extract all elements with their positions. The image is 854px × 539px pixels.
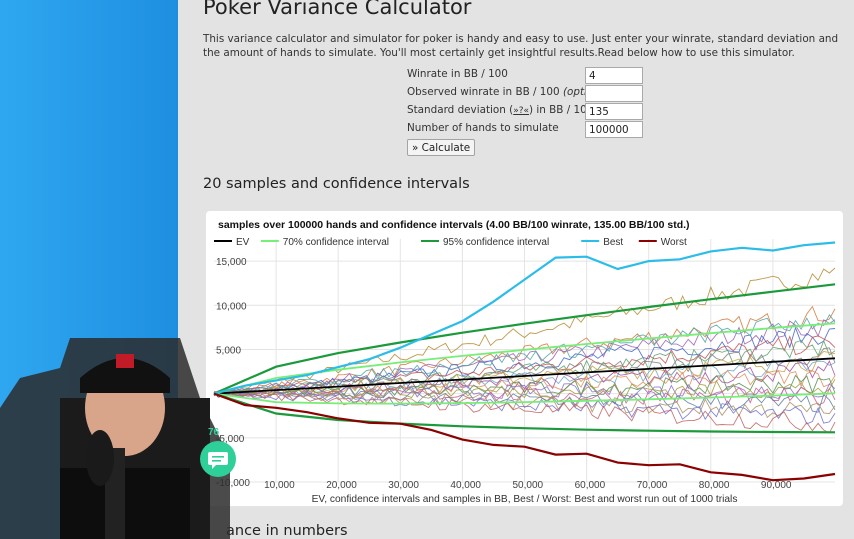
next-section-title: ance in numbers: [226, 523, 348, 539]
x-tick-label: 90,000: [761, 480, 792, 491]
sample-path: [213, 326, 836, 396]
x-tick-label: 70,000: [637, 480, 668, 491]
stddev-label-pre: Standard deviation (: [407, 104, 514, 116]
y-tick-label: 10,000: [216, 301, 247, 312]
hands-row: Number of hands to simulate: [407, 121, 647, 138]
observed-winrate-label: Observed winrate in BB / 100 (optional): [407, 86, 613, 98]
x-tick-label: 50,000: [513, 480, 544, 491]
sample-path: [213, 350, 836, 396]
section-title: 20 samples and confidence intervals: [203, 176, 470, 192]
intro-text: This variance calculator and simulator f…: [203, 33, 839, 59]
x-tick-label: 20,000: [326, 480, 357, 491]
stddev-label-post: ) in BB / 100: [529, 104, 594, 116]
winrate-input[interactable]: [585, 67, 643, 84]
chat-bubble-glyph: [208, 452, 228, 469]
legend-item[interactable]: EV: [236, 237, 250, 248]
chart-title: samples over 100000 hands and confidence…: [218, 219, 690, 231]
series-line-worst: [213, 392, 836, 482]
sample-path: [213, 391, 836, 425]
x-tick-label: 10,000: [264, 480, 295, 491]
x-tick-label: 30,000: [388, 480, 419, 491]
legend-item[interactable]: Best: [603, 237, 623, 248]
stddev-help-link[interactable]: »?«: [513, 106, 530, 116]
x-tick-label: 40,000: [450, 480, 481, 491]
series-line-ev: [213, 357, 836, 395]
sample-path: [213, 391, 836, 434]
winrate-row: Winrate in BB / 100: [407, 67, 647, 84]
sample-path: [213, 305, 836, 396]
observed-label-text: Observed winrate in BB / 100: [407, 86, 560, 98]
x-tick-label: 60,000: [575, 480, 606, 491]
sample-path: [213, 339, 836, 395]
x-tick-label: 80,000: [699, 480, 730, 491]
page-content: Poker Variance Calculator This variance …: [178, 0, 854, 539]
stddev-row: Standard deviation (»?«) in BB / 100: [407, 103, 647, 120]
page-title: Poker Variance Calculator: [203, 0, 472, 19]
observed-winrate-input[interactable]: [585, 85, 643, 102]
series-line-95-confidence-interval: [213, 392, 836, 434]
series-line-95-confidence-interval: [213, 283, 836, 395]
y-tick-label: -5,000: [216, 434, 245, 445]
legend-item[interactable]: 70% confidence interval: [283, 237, 389, 248]
chat-count: 76: [208, 427, 220, 438]
calculate-button[interactable]: » Calculate: [407, 139, 476, 156]
sample-path: [213, 391, 836, 419]
stddev-label: Standard deviation (»?«) in BB / 100: [407, 104, 593, 116]
y-tick-label: 5,000: [216, 345, 241, 356]
hands-input[interactable]: [585, 121, 643, 138]
series-line-70-confidence-interval: [213, 392, 836, 405]
observed-winrate-row: Observed winrate in BB / 100 (optional): [407, 85, 647, 102]
sample-path: [213, 374, 836, 397]
hands-label: Number of hands to simulate: [407, 122, 559, 134]
series-line-best: [213, 241, 836, 395]
y-tick-label: 15,000: [216, 257, 247, 268]
x-axis-label: EV, confidence intervals and samples in …: [312, 494, 738, 505]
y-tick-label: -10,000: [216, 478, 250, 489]
webcam-overlay: [0, 338, 230, 539]
stddev-input[interactable]: [585, 103, 643, 120]
legend-item[interactable]: 95% confidence interval: [443, 237, 549, 248]
winrate-label: Winrate in BB / 100: [407, 68, 508, 80]
sample-path: [213, 378, 836, 399]
chat-bubble-icon[interactable]: [200, 441, 236, 477]
variance-chart: 15,000 10,000 5,000 0 -5,000 -10,000 10,000 20,…: [206, 211, 843, 506]
legend-item[interactable]: Worst: [661, 237, 687, 248]
